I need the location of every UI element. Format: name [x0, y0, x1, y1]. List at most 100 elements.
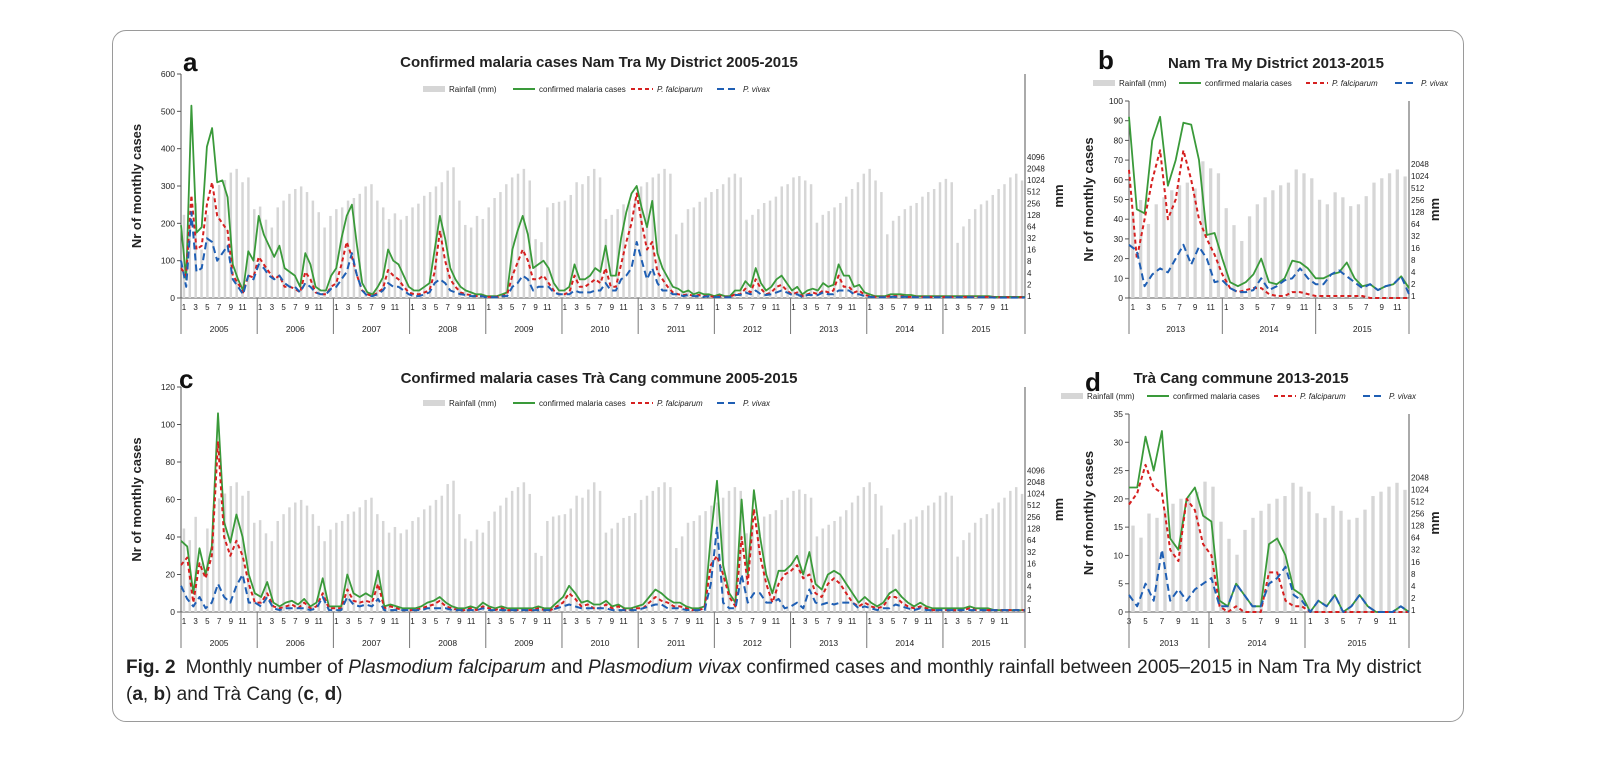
rain-bar [340, 520, 344, 612]
rain-bar [1294, 169, 1298, 298]
rain-bar [528, 180, 531, 298]
x-tick-label: 3 [727, 303, 732, 312]
rain-bar [288, 507, 291, 612]
rain-bar [423, 195, 426, 298]
y-tick-label: 20 [166, 570, 176, 580]
rain-bar [874, 180, 877, 298]
rain-bar [299, 499, 303, 612]
y2-tick-label: 1024 [1411, 485, 1429, 494]
y2-tick-label: 4 [1027, 583, 1032, 592]
x-tick-label: 9 [305, 617, 310, 626]
x-tick-label: 7 [674, 303, 679, 312]
y-axis-label: Nr of monthly cases [129, 437, 144, 561]
rain-bar [1211, 486, 1215, 612]
x-tick-label: 7 [369, 303, 374, 312]
rain-bar [1240, 240, 1244, 298]
rain-bar [680, 536, 684, 612]
rain-bar [622, 517, 625, 612]
rain-bar [376, 200, 379, 298]
rain-bar [428, 505, 432, 612]
x-tick-label: 3 [270, 617, 275, 626]
rain-bar [311, 514, 315, 612]
rain-bar [985, 514, 989, 612]
year-label: 2012 [743, 324, 762, 334]
panel-letter: b [1098, 45, 1114, 75]
x-tick-label: 3 [422, 617, 427, 626]
rain-bar [991, 194, 994, 298]
rain-bar [493, 198, 496, 298]
rain-bar [534, 239, 537, 298]
x-tick-label: 1 [791, 617, 796, 626]
figure-frame: a Confirmed malaria cases Nam Tra My Dist… [112, 30, 1464, 722]
rain-bar [1307, 491, 1311, 612]
rain-bar [1263, 197, 1267, 298]
rain-bar [716, 189, 719, 298]
rain-bar [487, 520, 490, 612]
x-tick-label: 1 [1308, 617, 1313, 626]
y2-tick-label: 32 [1411, 232, 1420, 241]
x-tick-label: 5 [815, 617, 820, 626]
figure-caption: Fig. 2 Monthly number of Plasmodium falci… [126, 654, 1446, 708]
rain-bar [979, 517, 983, 612]
legend-label-pv: P. vivax [743, 85, 771, 94]
y-tick-label: 200 [161, 218, 175, 228]
y-tick-label: 20 [1114, 494, 1124, 504]
rain-bar [710, 192, 713, 298]
rain-bar [1235, 554, 1239, 612]
rain-bar [417, 517, 420, 612]
x-tick-label: 9 [381, 303, 386, 312]
legend-label-pf: P. falciparum [1300, 392, 1346, 401]
x-tick-label: 3 [422, 303, 427, 312]
x-tick-label: 5 [586, 303, 591, 312]
rain-bar [1387, 173, 1392, 298]
chart-title: Confirmed malaria cases Trà Cang commune… [401, 370, 798, 387]
y2-tick-label: 512 [1027, 188, 1041, 197]
y-tick-label: 600 [161, 69, 175, 79]
x-tick-label: 5 [815, 303, 820, 312]
y2-tick-label: 4 [1411, 268, 1416, 277]
y2-tick-label: 1 [1027, 292, 1032, 301]
y2-tick-label: 32 [1027, 234, 1036, 243]
rain-bar [938, 182, 942, 298]
y-tick-label: 0 [1118, 607, 1123, 617]
x-tick-label: 1 [867, 303, 872, 312]
x-tick-label: 11 [1388, 617, 1397, 626]
rain-bar [1315, 513, 1319, 612]
y2-tick-label: 1 [1411, 606, 1416, 615]
rain-bar [786, 497, 789, 612]
caption-sep-2: , [314, 684, 325, 705]
x-tick-label: 1 [182, 617, 187, 626]
rain-bar [575, 495, 578, 612]
rain-bar [1380, 178, 1384, 298]
rain-bar [874, 493, 877, 612]
year-label: 2013 [819, 324, 838, 334]
rain-bar [850, 189, 854, 298]
rain-bar [803, 180, 807, 298]
x-tick-label: 11 [772, 617, 781, 626]
series-line-total [180, 412, 1025, 611]
rain-bar [329, 529, 332, 612]
rain-bar [1179, 498, 1183, 612]
rain-bar [833, 520, 836, 612]
x-tick-label: 5 [281, 303, 286, 312]
x-tick-label: 7 [903, 617, 908, 626]
y2-tick-label: 64 [1411, 220, 1420, 229]
x-tick-label: 1 [867, 617, 872, 626]
y-tick-label: 30 [1114, 234, 1124, 244]
year-label: 2015 [1353, 324, 1372, 334]
rain-bar [944, 178, 948, 298]
rain-bar [475, 215, 479, 298]
rain-bar [1146, 224, 1151, 298]
y2-tick-label: 1024 [1027, 490, 1045, 499]
y-tick-label: 10 [1114, 550, 1124, 560]
y2-tick-label: 256 [1411, 510, 1425, 519]
x-tick-label: 9 [686, 303, 691, 312]
rain-bar [1219, 521, 1223, 612]
legend-label-total: confirmed malaria cases [1205, 79, 1292, 88]
rain-bar [282, 514, 285, 612]
rain-bar [657, 173, 660, 298]
rain-bar [862, 487, 866, 612]
y-tick-label: 35 [1114, 409, 1124, 419]
rain-bar [194, 203, 197, 298]
rain-bar [815, 222, 819, 298]
